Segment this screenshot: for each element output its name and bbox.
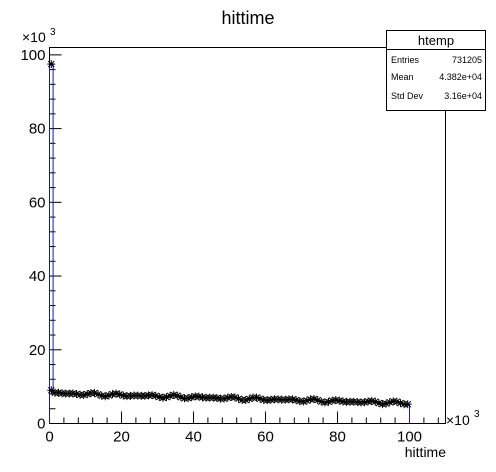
y-tick-label: 100	[20, 47, 45, 64]
data-points	[47, 60, 412, 409]
axis-ticks: 0 20 40 60 80 100 0 20 40 60 80 100	[20, 47, 439, 446]
data-point	[47, 60, 56, 69]
data-point	[403, 400, 412, 409]
stats-entries-label: Entries	[391, 55, 420, 65]
y-multiplier-exponent: 3	[50, 27, 56, 38]
histogram-step-line	[49, 63, 410, 424]
data-point	[245, 394, 254, 403]
x-multiplier-base: ×10	[446, 412, 470, 428]
x-axis-multiplier: ×10 3	[446, 409, 480, 428]
y-tick-label: 60	[29, 194, 46, 211]
y-axis-multiplier: ×10 3	[22, 27, 56, 45]
data-point	[252, 393, 261, 402]
x-tick-label: 80	[329, 429, 346, 446]
stats-stddev-label: Std Dev	[391, 91, 424, 101]
x-axis-label: hittime	[405, 444, 446, 460]
x-tick-label: 0	[45, 429, 53, 446]
x-multiplier-exponent: 3	[474, 409, 480, 420]
stats-box: htemp Entries 731205 Mean 4.382e+04 Std …	[386, 30, 486, 111]
stats-stddev-value: 3.16e+04	[444, 91, 482, 101]
data-point	[367, 397, 376, 406]
data-point	[230, 393, 239, 402]
x-tick-label: 40	[185, 429, 202, 446]
data-point	[241, 396, 250, 405]
stats-mean-value: 4.382e+04	[439, 72, 482, 82]
data-point	[317, 397, 326, 406]
x-tick-label: 20	[113, 429, 130, 446]
y-tick-label: 40	[29, 268, 46, 285]
x-tick-label: 60	[257, 429, 274, 446]
x-tick-label: 100	[397, 429, 422, 446]
histogram-line	[49, 63, 410, 424]
stats-entries-value: 731205	[452, 55, 482, 65]
chart-title: hittime	[221, 8, 274, 28]
y-multiplier-base: ×10	[22, 29, 46, 45]
stats-box-title: htemp	[418, 33, 454, 48]
y-tick-label: 80	[29, 121, 46, 138]
y-tick-label: 0	[37, 416, 45, 433]
y-tick-label: 20	[29, 342, 46, 359]
stats-box-frame	[386, 30, 486, 111]
stats-mean-label: Mean	[391, 72, 414, 82]
